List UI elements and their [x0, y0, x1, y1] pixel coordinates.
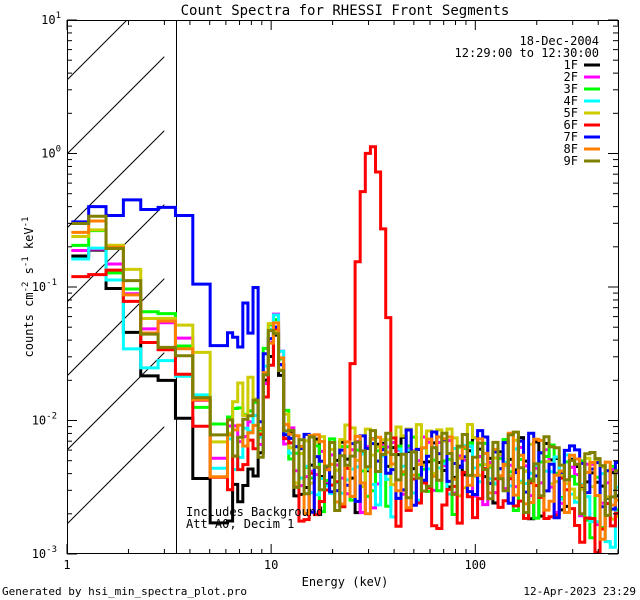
legend-label-4F: 4F	[564, 94, 578, 108]
date-label: 18-Dec-2004	[520, 34, 599, 48]
x-tick-label: 100	[464, 558, 486, 572]
y-tick-label: 10-2	[32, 412, 57, 428]
generator-footer: Generated by hsi_min_spectra_plot.pro	[2, 585, 247, 598]
y-tick-label: 100	[41, 145, 61, 161]
series-layer	[71, 145, 618, 554]
plot-frame	[67, 20, 619, 554]
spectrum-9F	[71, 214, 618, 517]
legend-label-7F: 7F	[564, 130, 578, 144]
x-tick-label: 10	[264, 558, 278, 572]
axis-ticks: 1 10 100 10-3 10-2 10-1 100 101	[32, 11, 619, 572]
annotation-attenuator: Att A0, Decim 1	[186, 517, 294, 531]
spectrum-7F	[71, 198, 618, 520]
x-axis-label: Energy (keV)	[302, 575, 389, 589]
chart-title: Count Spectra for RHESSI Front Segments	[181, 3, 510, 19]
y-tick-label: 10-1	[32, 278, 57, 294]
hatch-lines	[67, 20, 165, 525]
y-axis-label: counts cm-2 s-1 keV-1	[21, 217, 36, 358]
spectrum-6F	[71, 145, 618, 554]
legend-label-1F: 1F	[564, 58, 578, 72]
annotation-background: Includes Background	[186, 505, 323, 519]
legend-label-8F: 8F	[564, 142, 578, 156]
x-tick-label: 1	[63, 558, 70, 572]
y-tick-label: 101	[41, 11, 61, 27]
legend-label-2F: 2F	[564, 70, 578, 84]
time-range-label: 12:29:00 to 12:30:00	[455, 46, 600, 60]
legend-label-9F: 9F	[564, 154, 578, 168]
legend-label-6F: 6F	[564, 118, 578, 132]
hatched-region	[67, 20, 165, 525]
y-tick-label: 10-3	[32, 545, 57, 561]
timestamp-footer: 12-Apr-2023 23:29	[523, 585, 636, 598]
legend-label-5F: 5F	[564, 106, 578, 120]
legend-label-3F: 3F	[564, 82, 578, 96]
